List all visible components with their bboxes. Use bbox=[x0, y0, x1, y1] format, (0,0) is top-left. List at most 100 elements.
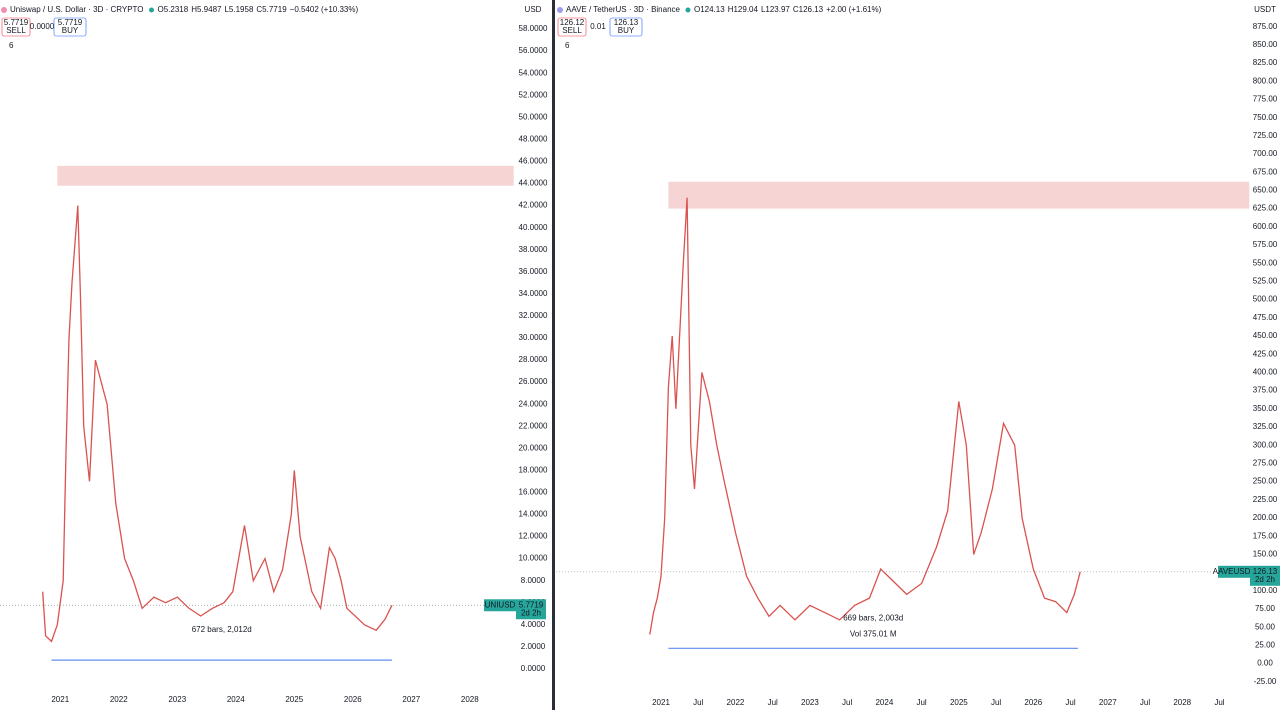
price-tag: 5.7719 bbox=[519, 600, 544, 609]
x-tick-label: Jul bbox=[768, 698, 778, 707]
y-tick-label: 475.00 bbox=[1253, 313, 1278, 322]
status-dot bbox=[149, 7, 155, 13]
sell-price: 5.7719 bbox=[4, 18, 29, 27]
ohlc-value: C5.7719 bbox=[256, 5, 287, 14]
y-tick-label: 30.0000 bbox=[519, 333, 548, 342]
y-tick-label: 52.0000 bbox=[519, 90, 548, 99]
x-tick-label: Jul bbox=[916, 698, 926, 707]
sell-label: SELL bbox=[6, 26, 26, 35]
buy-label: BUY bbox=[618, 26, 635, 35]
price-tag: 126.13 bbox=[1253, 567, 1278, 576]
symbol-icon bbox=[557, 7, 563, 13]
annotation: Vol 375.01 M bbox=[850, 629, 897, 638]
y-tick-label: 225.00 bbox=[1253, 495, 1278, 504]
x-tick-label: 2028 bbox=[1173, 698, 1191, 707]
y-tick-label: 50.00 bbox=[1255, 622, 1276, 631]
y-tick-label: 575.00 bbox=[1253, 240, 1278, 249]
ohlc-value: O5.2318 bbox=[158, 5, 189, 14]
x-tick-label: Jul bbox=[842, 698, 852, 707]
ohlc-value: L5.1958 bbox=[224, 5, 253, 14]
symbol-tag: AAVEUSDT bbox=[1213, 567, 1256, 576]
sell-button[interactable] bbox=[557, 17, 587, 37]
y-tick-label: 750.00 bbox=[1253, 113, 1278, 122]
y-tick-label: 0.0000 bbox=[521, 664, 546, 673]
y-tick-label: 20.0000 bbox=[519, 443, 548, 452]
y-tick-label: 600.00 bbox=[1253, 222, 1278, 231]
y-tick-label: 25.00 bbox=[1255, 641, 1276, 650]
y-tick-label: 26.0000 bbox=[519, 377, 548, 386]
ohlc-value: C126.13 bbox=[793, 5, 824, 14]
x-tick-label: 2021 bbox=[51, 695, 69, 704]
y-tick-label: 38.0000 bbox=[519, 245, 548, 254]
y-tick-label: 12.0000 bbox=[519, 532, 548, 541]
y-tick-label: 775.00 bbox=[1253, 95, 1278, 104]
y-tick-label: 725.00 bbox=[1253, 131, 1278, 140]
x-tick-label: Jul bbox=[991, 698, 1001, 707]
y-tick-label: 75.00 bbox=[1255, 604, 1276, 613]
measure-label: 672 bars, 2,012d bbox=[192, 625, 252, 634]
y-tick-label: 400.00 bbox=[1253, 368, 1278, 377]
y-tick-label: 46.0000 bbox=[519, 157, 548, 166]
y-tick-label: 325.00 bbox=[1253, 422, 1278, 431]
y-tick-label: 450.00 bbox=[1253, 331, 1278, 340]
ohlc-value: H5.9487 bbox=[191, 5, 222, 14]
ohlc-value: −0.5402 (+10.33%) bbox=[290, 5, 359, 14]
x-tick-label: Jul bbox=[1140, 698, 1150, 707]
x-tick-label: Jul bbox=[693, 698, 703, 707]
chart-title: Uniswap / U.S. Dollar · 3D · CRYPTO bbox=[10, 5, 144, 14]
x-tick-label: 2021 bbox=[652, 698, 670, 707]
y-tick-label: 175.00 bbox=[1253, 531, 1278, 540]
symbol-icon bbox=[1, 7, 7, 13]
symbol-tag-bg bbox=[1218, 565, 1250, 578]
y-tick-label: 650.00 bbox=[1253, 186, 1278, 195]
x-tick-label: 2025 bbox=[285, 695, 303, 704]
y-tick-label: 350.00 bbox=[1253, 404, 1278, 413]
y-tick-label: 375.00 bbox=[1253, 386, 1278, 395]
ohlc-value: H129.04 bbox=[728, 5, 759, 14]
price-line bbox=[649, 197, 1081, 635]
price-tag-bg bbox=[516, 599, 546, 620]
y-tick-label: 16.0000 bbox=[519, 488, 548, 497]
currency: USDT bbox=[1254, 5, 1276, 14]
chart-panel: -25.000.0025.0050.0075.00100.00125.00150… bbox=[556, 5, 1280, 707]
x-tick-label: 2023 bbox=[801, 698, 819, 707]
x-tick-label: 2022 bbox=[727, 698, 745, 707]
x-tick-label: 2025 bbox=[950, 698, 968, 707]
y-tick-label: 250.00 bbox=[1253, 477, 1278, 486]
buy-price: 5.7719 bbox=[58, 18, 83, 27]
x-tick-label: Jul bbox=[1214, 698, 1224, 707]
y-tick-label: 18.0000 bbox=[519, 465, 548, 474]
spread: 0.01 bbox=[590, 22, 606, 31]
resistance-zone bbox=[57, 165, 514, 186]
y-tick-label: 275.00 bbox=[1253, 459, 1278, 468]
y-tick-label: 14.0000 bbox=[519, 510, 548, 519]
x-tick-label: 2027 bbox=[1099, 698, 1117, 707]
buy-price: 126.13 bbox=[614, 18, 639, 27]
x-tick-label: 2026 bbox=[344, 695, 362, 704]
y-tick-label: 300.00 bbox=[1253, 440, 1278, 449]
y-tick-label: 22.0000 bbox=[519, 421, 548, 430]
divider bbox=[552, 0, 555, 710]
y-tick-label: 40.0000 bbox=[519, 223, 548, 232]
y-tick-label: 8.0000 bbox=[521, 576, 546, 585]
chart-title: AAVE / TetherUS · 3D · Binance bbox=[566, 5, 681, 14]
y-tick-label: 34.0000 bbox=[519, 289, 548, 298]
countdown: 2d 2h bbox=[1255, 575, 1275, 584]
x-tick-label: 2026 bbox=[1024, 698, 1042, 707]
y-tick-label: 525.00 bbox=[1253, 277, 1278, 286]
y-tick-label: 56.0000 bbox=[519, 46, 548, 55]
y-tick-label: 700.00 bbox=[1253, 149, 1278, 158]
y-tick-label: 675.00 bbox=[1253, 167, 1278, 176]
x-tick-label: 2023 bbox=[168, 695, 186, 704]
y-tick-label: 44.0000 bbox=[519, 179, 548, 188]
countdown: 2d 2h bbox=[521, 608, 541, 617]
buy-button[interactable] bbox=[53, 17, 87, 37]
sell-button[interactable] bbox=[1, 17, 31, 37]
ohlc-value: O124.13 bbox=[694, 5, 725, 14]
y-tick-label: 10.0000 bbox=[519, 554, 548, 563]
y-tick-label: 425.00 bbox=[1253, 349, 1278, 358]
buy-button[interactable] bbox=[609, 17, 643, 37]
sell-label: SELL bbox=[562, 26, 582, 35]
y-tick-label: 48.0000 bbox=[519, 134, 548, 143]
